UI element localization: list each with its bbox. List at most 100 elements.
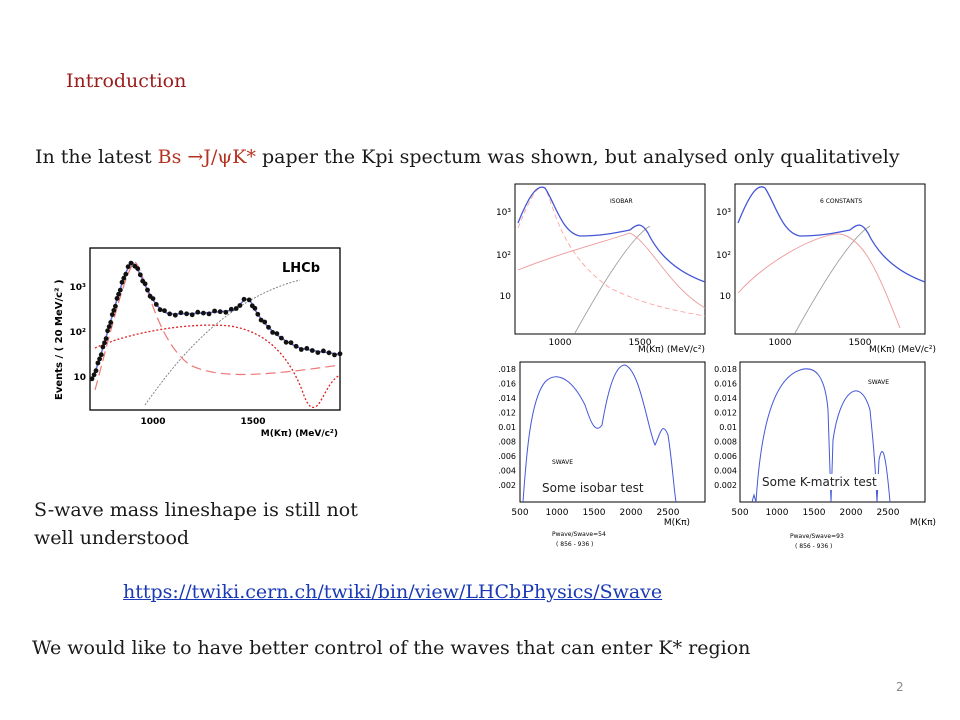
lhcb-pink-dashed <box>94 261 341 391</box>
lhcb-data-point <box>304 346 310 351</box>
isobar-swave-frame <box>519 361 706 503</box>
bl-xtick-2: 1000 <box>546 508 569 518</box>
isobar-tag: ISOBAR <box>610 198 633 205</box>
kmatrix-swave-tag: SWAVE <box>868 379 889 386</box>
lhcb-xtick-1: 1000 <box>140 417 165 427</box>
bl-ytick-4: .012 <box>498 409 516 418</box>
isobar-dashed-curve <box>517 186 706 317</box>
isobar-fit-frame <box>514 183 706 335</box>
bl-xtick-4: 2000 <box>620 508 643 518</box>
lhcb-data-points <box>89 260 343 382</box>
top-left-ytick-1: 10³ <box>496 208 511 218</box>
kmatrix-ratio: Pwave/Swave=93 <box>790 533 844 540</box>
lhcb-data-point <box>293 343 299 349</box>
lhcb-data-point <box>91 372 97 378</box>
lhcb-data-point <box>162 308 167 314</box>
lhcb-data-point <box>128 260 134 266</box>
lhcb-data-point <box>150 296 156 301</box>
lhcb-data-point <box>252 305 258 311</box>
lhcb-data-point <box>125 264 131 270</box>
lhcb-xtick-2: 1500 <box>240 417 265 427</box>
constants-fit-frame <box>734 183 926 335</box>
lhcb-data-point <box>233 306 239 311</box>
intro-paragraph: In the latest Bs →J/ψK* paper the Kpi sp… <box>35 142 915 172</box>
isobar-caption: Some isobar test <box>539 480 647 496</box>
br-xtick-3: 1500 <box>803 508 826 518</box>
lhcb-data-point <box>102 340 107 346</box>
bl-xtick-1: 500 <box>511 508 528 518</box>
isobar-range: ( 856 - 936 ) <box>556 541 593 548</box>
br-ytick-3: 0.014 <box>714 394 737 403</box>
lhcb-data-point <box>142 281 148 287</box>
lhcb-data-point <box>258 317 264 323</box>
lhcb-data-point <box>167 311 173 317</box>
lhcb-data-point <box>262 319 268 325</box>
lhcb-data-point <box>116 291 121 297</box>
kmatrix-swave-yticks: 0.018 0.016 0.014 0.012 0.01 0.008 0.006 0.004 0… <box>714 365 737 490</box>
top-left-ytick-3: 10 <box>500 292 512 302</box>
lhcb-gray-curve <box>144 279 301 406</box>
br-xlabel: M(Kπ) <box>910 518 936 528</box>
br-xtick-2: 1000 <box>766 508 789 518</box>
top-fit-panels: 10³ 10² 10 1000 1500 M(Kπ) (MeV/c²) ISOB… <box>496 183 936 353</box>
bl-ytick-8: .004 <box>498 467 516 476</box>
bl-ytick-7: .006 <box>498 452 516 461</box>
swave-line-1: S-wave mass lineshape is still not <box>34 499 358 521</box>
bl-ytick-6: .008 <box>498 438 516 447</box>
bottom-statement: We would like to have better control of … <box>32 637 751 659</box>
br-ytick-7: 0.006 <box>714 452 737 461</box>
lhcb-data-point <box>119 279 125 285</box>
br-ytick-8: 0.004 <box>714 467 737 476</box>
lhcb-data-point <box>332 352 337 358</box>
kmatrix-caption: Some K-matrix test <box>759 474 880 490</box>
lhcb-data-point <box>137 272 143 278</box>
lhcb-data-point <box>201 310 206 316</box>
top-left-xtick-2: 1500 <box>629 338 652 348</box>
lhcb-data-point <box>97 356 102 362</box>
twiki-link[interactable]: https://twiki.cern.ch/twiki/bin/view/LHC… <box>123 581 663 603</box>
lhcb-data-point <box>103 336 109 341</box>
bl-ytick-9: .002 <box>498 481 516 490</box>
lhcb-data-point <box>255 311 261 317</box>
lhcb-data-point <box>237 303 243 308</box>
swave-panels: .018 .016 .014 .012 0.01 .008 .006 .004 .002 500… <box>498 361 936 550</box>
lhcb-data-point <box>106 324 112 329</box>
lhcb-data-point <box>321 348 326 354</box>
top-right-ytick-1: 10³ <box>716 208 731 218</box>
lhcb-plot: Events / ( 20 MeV/c² ) 10 10² 10³ 1000 1… <box>54 247 343 439</box>
bl-ytick-3: .014 <box>498 394 516 403</box>
lhcb-data-point <box>241 296 247 302</box>
kmatrix-range: ( 856 - 936 ) <box>795 543 832 550</box>
lhcb-data-point <box>315 350 321 355</box>
isobar-swave-tag: SWAVE <box>552 459 573 466</box>
lhcb-data-point <box>98 352 104 358</box>
constants-tag: 6 CONSTANTS <box>820 198 862 205</box>
isobar-fit-curve <box>517 186 706 283</box>
top-left-xtick-1: 1000 <box>549 338 572 348</box>
lhcb-data-point <box>123 271 129 277</box>
kmatrix-swave-curve <box>751 368 891 503</box>
top-right-xtick-2: 1500 <box>849 338 872 348</box>
br-xtick-5: 2500 <box>877 508 900 518</box>
lhcb-data-point <box>195 309 201 315</box>
lhcb-data-point <box>95 360 101 366</box>
lhcb-frame <box>89 247 341 411</box>
isobar-gray-curve <box>574 225 651 334</box>
constants-fit-curve <box>737 186 926 283</box>
lhcb-logo: LHCb <box>282 261 320 276</box>
lhcb-data-point <box>93 368 99 374</box>
lhcb-data-point <box>283 339 289 345</box>
lhcb-ytick-3: 10³ <box>70 283 87 293</box>
slide-title: Introduction <box>66 70 187 92</box>
lhcb-data-point <box>105 328 110 334</box>
lhcb-data-point <box>172 312 178 318</box>
bl-ytick-5: 0.01 <box>498 423 516 432</box>
bl-xtick-5: 2500 <box>657 508 680 518</box>
isobar-red-curve <box>517 232 706 309</box>
swave-line-2: well understood <box>34 527 190 549</box>
lhcb-data-point <box>212 308 218 314</box>
lhcb-data-point <box>135 266 141 271</box>
lhcb-data-point <box>279 335 284 341</box>
br-ytick-4: 0.012 <box>714 409 737 418</box>
lhcb-red-dotted <box>94 324 341 408</box>
